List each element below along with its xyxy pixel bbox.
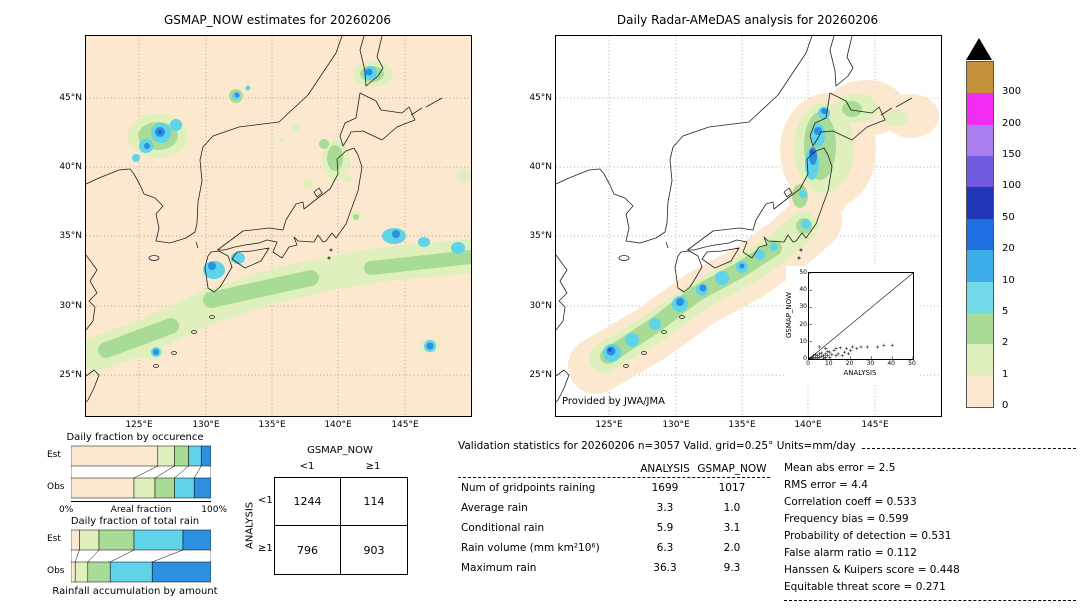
score-line: Probability of detection = 0.531 (784, 530, 952, 542)
score-line: Equitable threat score = 0.271 (784, 581, 946, 593)
inset-y-axis-label: GSMAP_NOW (785, 291, 793, 339)
gsmap-precipitation-layer (86, 61, 471, 371)
validation-title: Validation statistics for 20260206 n=305… (458, 440, 856, 452)
row-label-obs: Obs (47, 566, 65, 576)
contingency-table: 1244 114 796 903 (274, 477, 408, 575)
gsmap-map-panel: 45°N 40°N 35°N 30°N 25°N 125°E 130°E 135… (59, 35, 472, 430)
inset-x-axis-label: ANALYSIS (843, 369, 877, 377)
stat-analysis-value: 3.3 (656, 502, 674, 514)
total-rain-chart-title: Daily fraction of total rain (70, 516, 200, 527)
lon-label: 145°E (391, 420, 419, 430)
lat-label: 40°N (529, 162, 552, 172)
score-line: Frequency bias = 0.599 (784, 513, 909, 525)
contingency-panel: GSMAP_NOW <1 ≥1 ANALYSIS <1 ≥1 1244 114 … (238, 445, 418, 595)
fraction-charts-panel: Daily fraction by occurence Est Obs 0% A… (45, 432, 227, 602)
validation-table: ANALYSIS GSMAP_NOW Num of gridpoints rai… (458, 460, 770, 578)
lat-label: 35°N (529, 231, 552, 241)
score-line: Mean abs error = 2.5 (784, 462, 896, 474)
dashed-rule (861, 448, 1076, 449)
areal-fraction-axis-labels: 0% Areal fraction 100% (59, 502, 227, 516)
stat-row-label: Rain volume (mm km²10⁶) (461, 542, 600, 554)
stat-row-label: Average rain (461, 502, 528, 514)
lon-label: 135°E (258, 420, 286, 430)
contingency-cell: 114 (341, 478, 407, 526)
lat-label: 30°N (59, 301, 82, 311)
inset-plot-frame (808, 272, 914, 360)
fraction-footer: Rainfall accumulation by amount (52, 586, 218, 597)
score-line: RMS error = 4.4 (784, 479, 868, 491)
row-label-est: Est (47, 450, 61, 460)
lon-label: 140°E (794, 420, 822, 430)
contingency-row-label: <1 (258, 495, 273, 506)
lat-label: 45°N (529, 93, 552, 103)
contingency-row-label: ≥1 (258, 543, 273, 554)
dashed-rule-bottom (784, 600, 1076, 601)
lat-label: 25°N (529, 370, 552, 380)
lon-label: 140°E (324, 420, 352, 430)
row-label-obs: Obs (47, 482, 65, 492)
lat-label: 25°N (59, 370, 82, 380)
axis-title: Areal fraction (110, 505, 172, 515)
score-line: Correlation coeff = 0.533 (784, 496, 917, 508)
lon-label: 125°E (125, 420, 153, 430)
stat-gsmap-value: 3.1 (723, 522, 741, 534)
occurrence-chart (71, 445, 211, 499)
credit-text: Provided by JWA/JMA (562, 396, 665, 407)
occurrence-chart-title: Daily fraction by occurence (66, 432, 204, 443)
radar-map-title: Daily Radar-AMeDAS analysis for 20260206 (616, 13, 879, 27)
radar-map-panel: 45°N 40°N 35°N 30°N 25°N 125°E 130°E 135… (529, 35, 942, 430)
stat-analysis-value: 1699 (651, 482, 679, 494)
score-list: Mean abs error = 2.5 RMS error = 4.4 Cor… (784, 460, 1076, 596)
contingency-y-header: ANALYSIS (244, 501, 256, 549)
stat-gsmap-value: 9.3 (723, 562, 741, 574)
gsmap-map-title: GSMAP_NOW estimates for 20260206 (163, 13, 392, 27)
stat-row-label: Maximum rain (461, 562, 537, 574)
lon-label: 125°E (595, 420, 623, 430)
colorbar: 300 200 150 100 50 20 10 5 2 1 0 (966, 38, 1036, 411)
areal-fraction-axis (71, 501, 211, 502)
stat-analysis-value: 36.3 (653, 562, 677, 574)
contingency-cell: 1244 (275, 478, 341, 526)
lat-label: 30°N (529, 301, 552, 311)
lat-label: 35°N (59, 231, 82, 241)
stat-analysis-value: 6.3 (656, 542, 674, 554)
score-line: Hanssen & Kuipers score = 0.448 (784, 564, 960, 576)
colorbar-gradient (966, 61, 994, 408)
row-label-est: Est (47, 534, 61, 544)
lat-label: 40°N (59, 162, 82, 172)
score-line: False alarm ratio = 0.112 (784, 547, 917, 559)
stat-analysis-value: 5.9 (656, 522, 674, 534)
stat-gsmap-value: 2.0 (723, 542, 741, 554)
inset-plot (809, 273, 913, 359)
inset-scatter-panel: ANALYSIS GSMAP_NOW 0 0 10 10 20 20 30 30 40 40 50 5… (785, 266, 920, 384)
radar-precipitation-layer (568, 80, 939, 394)
stat-row-label: Conditional rain (461, 522, 545, 534)
stat-gsmap-value: 1.0 (723, 502, 741, 514)
colorbar-overflow-triangle (966, 38, 992, 60)
gsmap-map-canvas (86, 36, 471, 416)
lat-label: 45°N (59, 93, 82, 103)
lon-label: 145°E (861, 420, 889, 430)
stat-gsmap-value: 1017 (718, 482, 746, 494)
lon-label: 130°E (662, 420, 690, 430)
total-rain-chart (71, 529, 211, 583)
stat-row-label: Num of gridpoints raining (461, 482, 596, 494)
col-header-analysis: ANALYSIS (640, 462, 690, 475)
axis-0pct: 0% (59, 505, 74, 515)
contingency-cell: 796 (275, 526, 341, 574)
lon-label: 135°E (728, 420, 756, 430)
radar-map-canvas (556, 36, 941, 416)
contingency-cell: 903 (363, 543, 385, 557)
contingency-col-label: ≥1 (365, 461, 381, 472)
col-header-gsmap: GSMAP_NOW (697, 462, 767, 475)
contingency-x-header: GSMAP_NOW (307, 445, 373, 456)
axis-100pct: 100% (201, 505, 227, 515)
colorbar-labels: 300 200 150 100 50 20 10 5 2 1 0 (1002, 86, 1022, 411)
lon-label: 130°E (192, 420, 220, 430)
validation-panel: Validation statistics for 20260206 n=305… (458, 440, 1076, 608)
contingency-col-label: <1 (299, 461, 315, 472)
